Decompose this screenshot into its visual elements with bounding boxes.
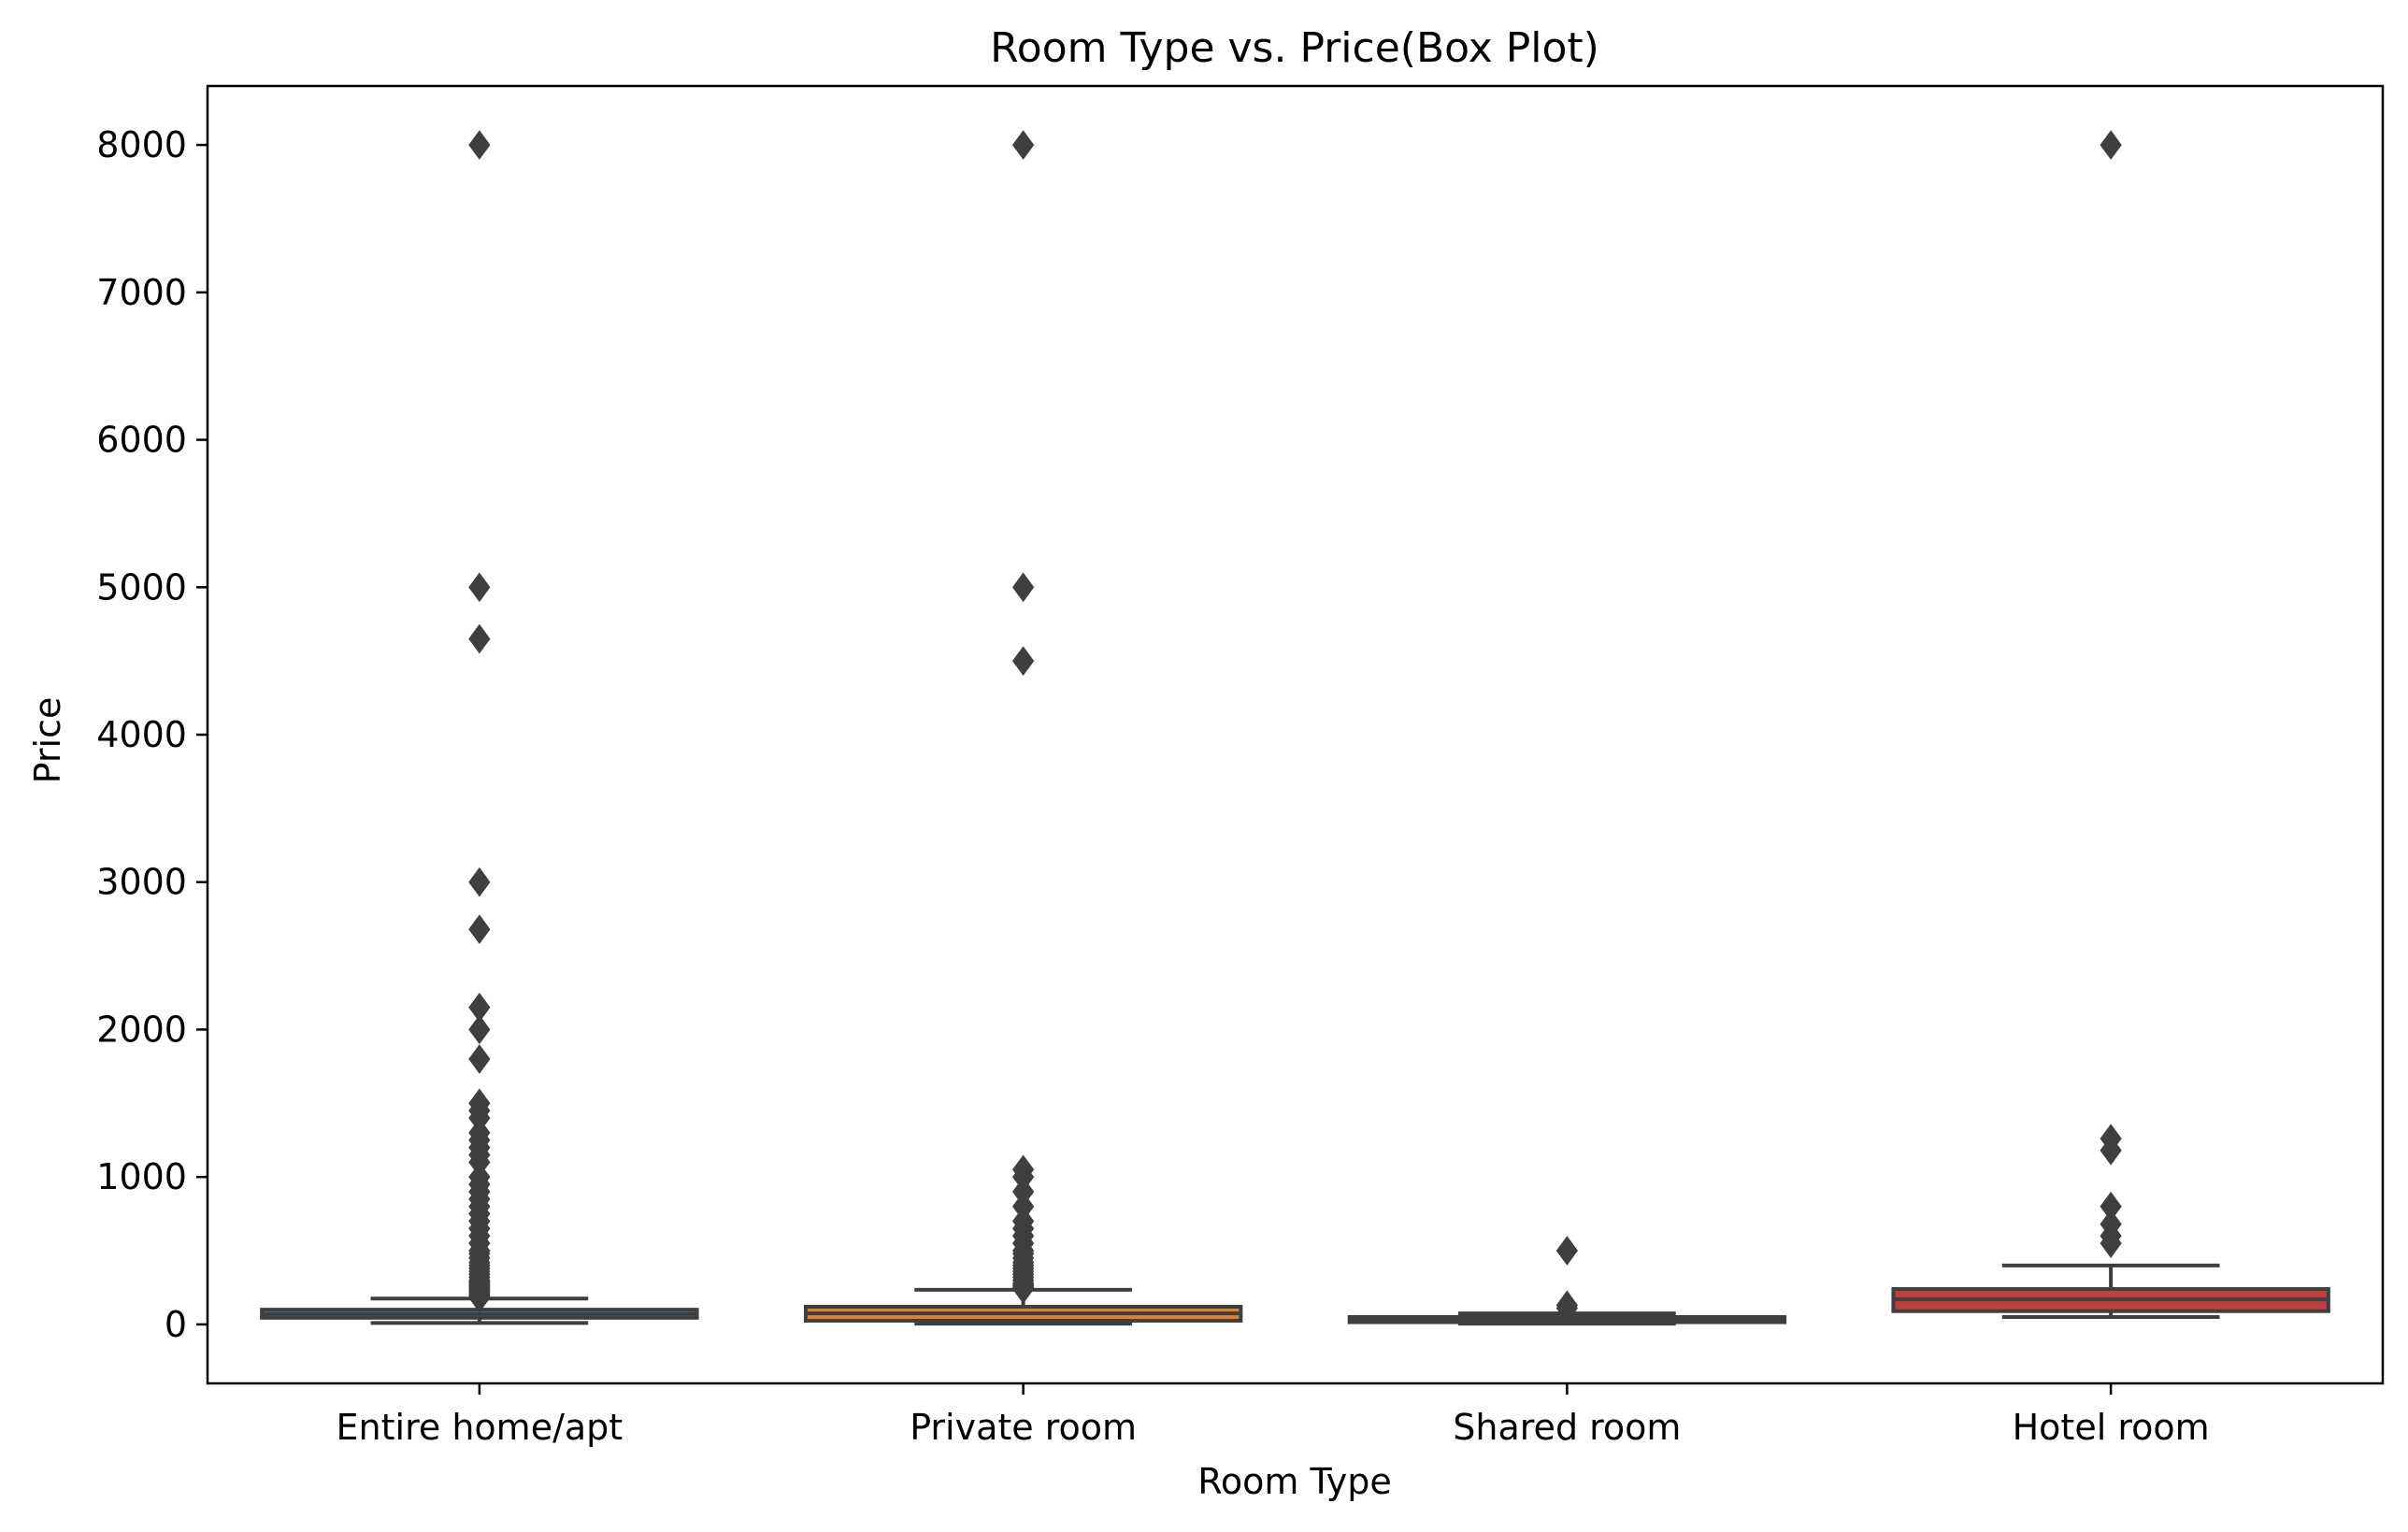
outlier-point — [468, 1088, 491, 1119]
outlier-point — [1012, 646, 1035, 676]
outlier-point — [468, 1044, 491, 1074]
y-tick-label: 0 — [165, 1304, 187, 1345]
outlier-point — [2100, 1124, 2122, 1154]
box-group — [1891, 130, 2330, 1320]
box-group — [803, 130, 1243, 1326]
y-tick-label: 6000 — [96, 420, 187, 461]
x-tick-label: Hotel room — [2013, 1407, 2210, 1448]
x-tick-label: Shared room — [1453, 1407, 1681, 1448]
outlier-point — [1012, 572, 1035, 603]
y-tick-label: 8000 — [96, 124, 187, 165]
outlier-point — [2100, 1191, 2122, 1222]
chart-title: Room Type vs. Price(Box Plot) — [990, 24, 1599, 72]
y-tick-label: 5000 — [96, 566, 187, 608]
outlier-point — [1012, 130, 1035, 160]
outlier-point — [2100, 130, 2122, 160]
outlier-point — [1555, 1236, 1578, 1266]
outlier-point — [1555, 1290, 1578, 1321]
x-axis-label: Room Type — [1197, 1461, 1392, 1502]
outlier-point — [468, 992, 491, 1023]
outlier-point — [468, 572, 491, 603]
outlier-point — [468, 1014, 491, 1045]
plot-frame — [206, 84, 2385, 1385]
y-axis-label: Price — [27, 697, 68, 784]
box-group — [260, 130, 699, 1325]
x-tick-label: Entire home/apt — [337, 1407, 624, 1448]
outlier-point — [468, 914, 491, 945]
y-tick-label: 3000 — [96, 862, 187, 903]
outlier-point — [1012, 1154, 1035, 1185]
outlier-point — [2100, 1209, 2122, 1239]
plot-area: 0 1000 2000 3000 4000 5000 6000 7000 8000 Entire … — [96, 124, 2330, 1448]
outlier-point — [468, 130, 491, 160]
outlier-point — [468, 623, 491, 654]
x-tick-label: Private room — [910, 1407, 1137, 1448]
y-tick-label: 7000 — [96, 272, 187, 313]
box-group — [1347, 1236, 1787, 1326]
y-tick-label: 2000 — [96, 1009, 187, 1050]
y-tick-label: 1000 — [96, 1156, 187, 1197]
outlier-point — [468, 866, 491, 897]
y-tick-label: 4000 — [96, 714, 187, 755]
